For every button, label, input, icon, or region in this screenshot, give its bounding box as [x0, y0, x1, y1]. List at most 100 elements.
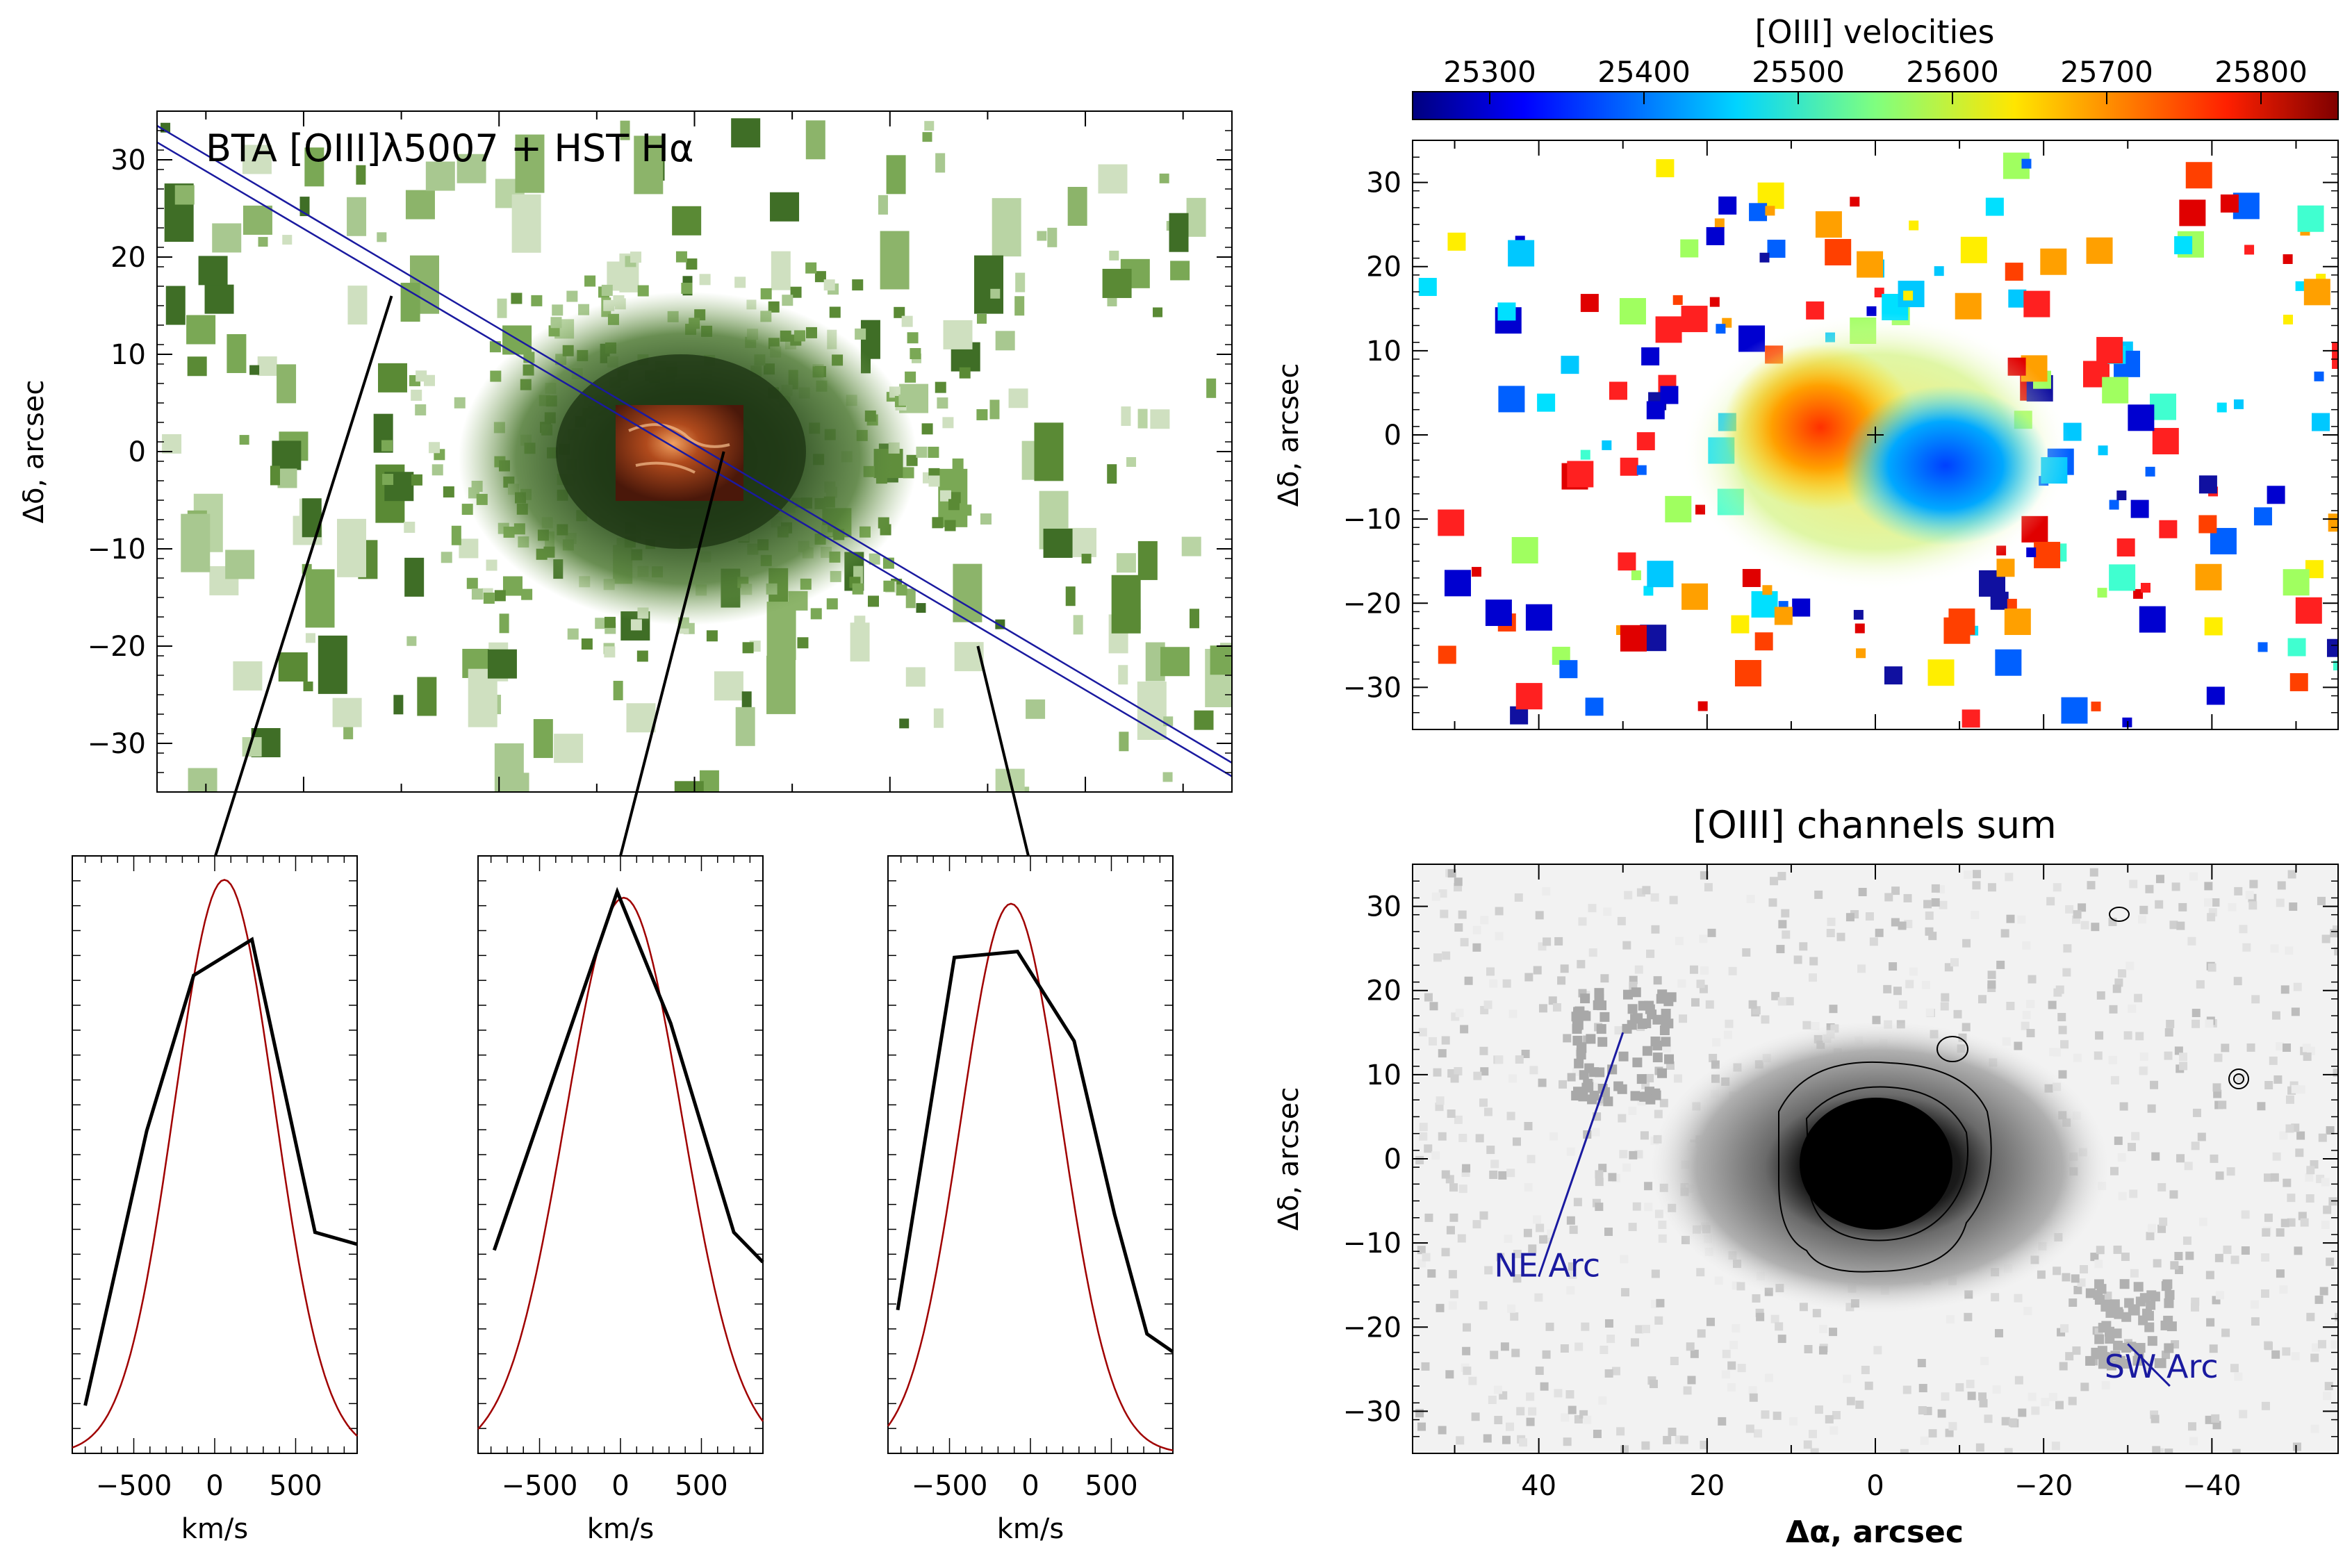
gray-pixel: [1727, 1383, 1736, 1392]
gray-pixel: [1651, 1269, 1660, 1278]
green-pixel: [567, 628, 579, 640]
gray-pixel: [1526, 1417, 1535, 1426]
gray-pixel: [1776, 945, 1785, 954]
gray-pixel: [1940, 1002, 1949, 1011]
velocity-pixel: [2145, 466, 2155, 477]
green-pixel: [814, 271, 826, 283]
velocity-pixel: [1962, 709, 1980, 728]
green-pixel: [1186, 197, 1206, 237]
ytick-label: −10: [88, 534, 146, 566]
gray-pixel: [2212, 1083, 2221, 1092]
gray-pixel: [2198, 1217, 2207, 1226]
ne-arc-pixel: [1622, 989, 1633, 1000]
green-pixel: [932, 517, 944, 529]
green-pixel: [431, 464, 443, 476]
velocity-pixel: [1996, 559, 2015, 577]
gray-pixel: [2058, 1025, 2067, 1034]
gray-pixel: [1754, 1429, 1763, 1438]
gray-pixel: [1604, 1319, 1613, 1328]
profile-xlabel: km/s: [181, 1513, 248, 1545]
gray-pixel: [1460, 1025, 1469, 1034]
sw-arc-pixel: [2163, 1315, 2173, 1326]
gray-pixel: [2065, 905, 2074, 914]
gray-pixel: [1538, 1078, 1547, 1087]
colorbar-tick-label: 25400: [1597, 55, 1691, 89]
gray-pixel: [1706, 1317, 1715, 1326]
gray-pixel: [2264, 1213, 2273, 1222]
gray-pixel: [2276, 898, 2285, 907]
gray-pixel: [2242, 943, 2251, 952]
gray-pixel: [2091, 923, 2100, 932]
gray-pixel: [2287, 1194, 2296, 1203]
gray-pixel: [1515, 1055, 1524, 1064]
green-pixel: [852, 279, 864, 291]
velocity-pixel: [1749, 203, 1768, 222]
gray-pixel: [1577, 959, 1586, 968]
gray-pixel: [1563, 1034, 1572, 1043]
velocity-pixel: [1471, 567, 1481, 577]
green-pixel: [959, 367, 971, 379]
gray-pixel: [2058, 1070, 2067, 1079]
gray-pixel: [1745, 1424, 1754, 1433]
green-pixel: [1210, 645, 1232, 675]
gray-pixel: [2306, 1166, 2315, 1175]
gray-pixel: [1768, 898, 1777, 907]
gray-pixel: [2073, 910, 2082, 919]
green-map-title: BTA [OIII]λ5007 + HST Hα: [206, 126, 694, 170]
gray-pixel: [2273, 1075, 2283, 1084]
gray-pixel: [1775, 1322, 1784, 1331]
gray-pixel: [1506, 1169, 1515, 1178]
gray-pixel: [2318, 1133, 2327, 1142]
gray-pixel: [2059, 1362, 2068, 1371]
gray-pixel: [2087, 881, 2096, 890]
gray-pixel: [1649, 1380, 1658, 1389]
gray-pixel: [2028, 975, 2037, 984]
gray-pixel: [2317, 896, 2326, 905]
gray-pixel: [1447, 1109, 1456, 1118]
gray-pixel: [1436, 1303, 1445, 1312]
gray-pixel: [2101, 1381, 2110, 1390]
gray-pixel: [1620, 1255, 1629, 1264]
gray-pixel: [2118, 969, 2127, 978]
gray-pixel: [2062, 1273, 2071, 1282]
gray-pixel: [2232, 1449, 2241, 1453]
velocity-pixel: [2098, 445, 2108, 456]
gray-pixel: [1898, 1000, 1907, 1009]
green-pixel: [852, 583, 864, 595]
velocity-pixel: [1792, 598, 1811, 617]
gray-pixel: [2285, 1124, 2294, 1133]
velocity-pixel: [1731, 615, 1750, 634]
gray-pixel: [1814, 1405, 1823, 1414]
gray-pixel: [2002, 1037, 2011, 1046]
profile-xlabel: km/s: [997, 1513, 1064, 1545]
gray-pixel: [1554, 1389, 1563, 1398]
green-pixel: [741, 691, 752, 711]
green-pixel: [1047, 227, 1058, 247]
gray-pixel: [1418, 1028, 1427, 1037]
gray-pixel: [2174, 1252, 2183, 1261]
velocity-pixel: [2283, 254, 2293, 264]
velocity-pixel: [1960, 236, 1987, 263]
green-pixel: [850, 622, 870, 662]
gray-pixel: [1651, 925, 1660, 934]
gray-pixel: [1803, 1440, 1812, 1449]
gray-pixel: [1567, 1073, 1576, 1082]
gray-pixel: [1598, 1396, 1607, 1405]
gray-pixel: [1479, 1046, 1488, 1055]
velocity-pixel: [1438, 645, 1456, 664]
velocity-map-ylabel: Δδ, arcsec: [1273, 363, 1305, 507]
gray-pixel: [1438, 1049, 1447, 1058]
velocity-pixel: [1751, 591, 1778, 618]
gray-pixel: [2139, 1052, 2148, 1061]
gray-pixel: [1464, 976, 1473, 985]
gray-pixel: [2271, 1011, 2280, 1020]
gray-pixel: [2130, 1269, 2139, 1278]
gray-pixel: [1524, 1183, 1533, 1192]
green-pixel: [552, 304, 564, 316]
ne-arc-pixel: [1638, 1000, 1648, 1011]
profile-frame: [477, 855, 764, 1454]
gray-pixel: [2317, 1339, 2326, 1348]
gray-pixel: [2051, 1442, 2060, 1451]
green-pixel: [1159, 173, 1169, 183]
